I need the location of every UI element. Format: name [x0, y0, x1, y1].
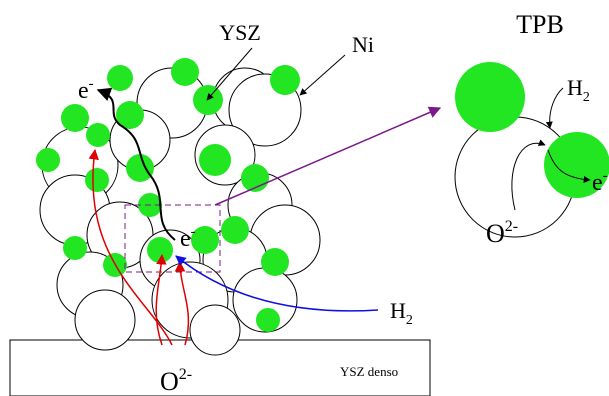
label-part: 2	[406, 313, 413, 328]
label-part: e	[78, 78, 89, 104]
particle	[199, 144, 231, 176]
label-part: H	[390, 298, 406, 323]
particle	[85, 168, 109, 192]
label-part: -	[89, 76, 94, 92]
label: TPB	[516, 10, 564, 39]
label: O2-	[486, 218, 518, 248]
particle	[261, 248, 289, 276]
label-part: O	[486, 219, 505, 248]
label: Ni	[352, 32, 374, 57]
label: YSZ	[219, 20, 261, 45]
label: H2	[567, 75, 590, 105]
particle	[193, 85, 223, 115]
particle	[256, 308, 280, 332]
particle	[455, 62, 525, 132]
particle	[190, 305, 240, 355]
label-part: O	[160, 367, 179, 396]
particle	[270, 65, 300, 95]
particle	[221, 216, 249, 244]
particle	[171, 58, 199, 86]
particle	[63, 236, 87, 260]
label-part: 2-	[505, 218, 518, 235]
label: e-	[592, 168, 608, 196]
ni-leader	[300, 55, 345, 95]
label-part: e	[180, 226, 191, 252]
label: H2	[390, 298, 413, 328]
label: YSZ denso	[340, 364, 398, 379]
particle	[550, 88, 563, 128]
particle	[86, 123, 110, 147]
label-part: 2-	[179, 366, 192, 383]
label-part: H	[567, 75, 583, 100]
label-part: e	[592, 170, 603, 196]
tpb-detail	[455, 62, 609, 237]
particle	[107, 65, 133, 91]
diagram: YSZ Ni TPB YSZ denso e- e- e- H2 H2 O2- …	[0, 0, 609, 396]
label-part: -	[191, 224, 196, 240]
label-part: 2	[583, 90, 590, 105]
label-part: -	[603, 168, 608, 184]
label: e-	[78, 76, 94, 104]
particle	[126, 154, 154, 182]
particle	[75, 290, 135, 350]
particle	[36, 148, 60, 172]
particle	[147, 237, 173, 263]
particle	[61, 104, 89, 132]
